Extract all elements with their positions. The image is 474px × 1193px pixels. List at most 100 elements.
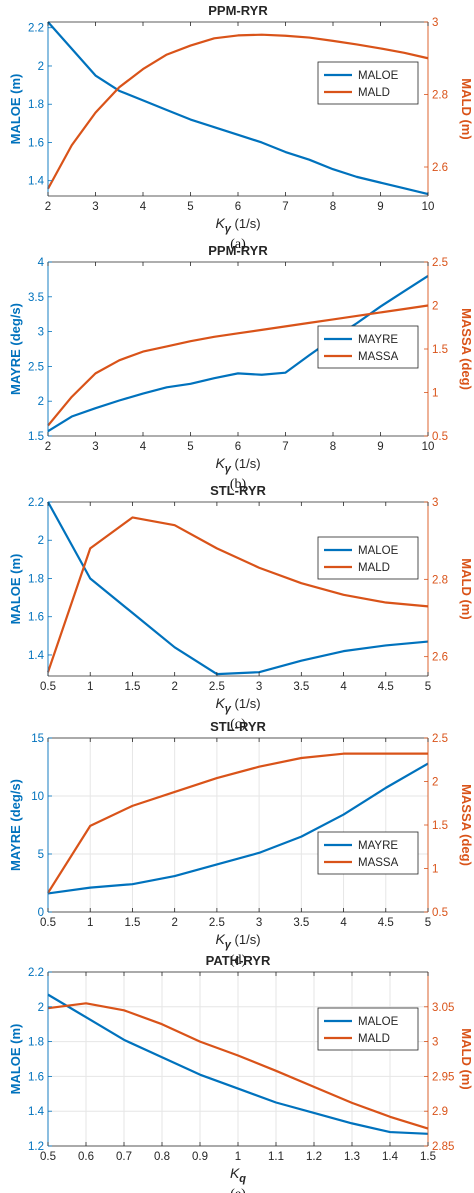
x-tick-label: 2 [171, 917, 177, 929]
y-right-tick-label: 3 [432, 17, 438, 29]
chart-title: PPM-RYR [208, 243, 268, 258]
series-line-maloe [47, 21, 429, 196]
y-right-tick-label: 2.6 [432, 162, 448, 174]
legend-box [317, 325, 419, 369]
x-tick-label: 5 [187, 441, 193, 453]
chart-e: PATH-RYR 0.5 0.6 0.7 0.8 0.9 1 1.1 1.2 1.3 1.4 1.5 1… [8, 953, 474, 1193]
legend: MALOE MALD [317, 61, 419, 105]
legend-box [317, 1007, 419, 1051]
x-tick-label: 2 [45, 201, 51, 213]
y-left-tick-label: 2 [38, 61, 44, 73]
y-right-tick-label: 1.5 [432, 820, 448, 832]
x-tick-label: 10 [422, 441, 435, 453]
x-tick-label: 5 [425, 681, 431, 693]
chart-title: STL-RYR [210, 719, 266, 734]
x-tick-label: 2.5 [209, 681, 225, 693]
y-right-axis-label: MASSA (deg) [459, 784, 474, 866]
y-right-tick-label: 2.8 [432, 574, 448, 586]
chart-title: PPM-RYR [208, 3, 268, 18]
x-tick-label: 4.5 [378, 681, 394, 693]
y-left-axis-label: MALOE (m) [8, 1024, 23, 1095]
y-left-tick-label: 3.5 [28, 292, 44, 304]
chart-title: STL-RYR [210, 483, 266, 498]
series-line-maloe [47, 993, 429, 1135]
series-line-maloe [47, 501, 429, 676]
y-left-axis-label: MALOE (m) [8, 554, 23, 625]
x-tick-label: 6 [235, 441, 241, 453]
legend-label-mald: MALD [358, 562, 390, 574]
legend: MAYRE MASSA [317, 325, 419, 369]
legend-box [317, 831, 419, 875]
x-axis-label: Kγ (1/s) [215, 455, 260, 475]
x-tick-label: 6 [235, 201, 241, 213]
y-left-tick-label: 1.5 [28, 431, 44, 443]
x-tick-label: 10 [422, 201, 435, 213]
legend: MALOE MALD [317, 1007, 419, 1051]
x-tick-label: 1 [87, 681, 93, 693]
legend-label-mald: MALD [358, 87, 390, 99]
y-left-tick-label: 2.2 [28, 23, 44, 35]
y-left-tick-label: 1.6 [28, 137, 44, 149]
legend: MALOE MALD [317, 536, 419, 580]
y-right-tick-label: 2.8 [432, 90, 448, 102]
x-tick-label: 0.6 [78, 1151, 94, 1163]
series-line-massa [47, 752, 428, 894]
x-tick-label: 9 [377, 441, 383, 453]
x-tick-label: 4 [140, 201, 147, 213]
y-left-tick-label: 1.8 [28, 99, 44, 111]
x-tick-label: 8 [330, 201, 336, 213]
y-left-tick-label: 4 [38, 257, 45, 269]
x-tick-label: 1 [235, 1151, 241, 1163]
y-left-tick-label: 2.5 [28, 361, 44, 373]
legend-label-massa: MASSA [358, 351, 399, 363]
x-tick-label: 1.1 [268, 1151, 284, 1163]
y-left-tick-label: 10 [31, 791, 44, 803]
y-left-tick-label: 1.4 [28, 650, 45, 662]
legend-label-mayre: MAYRE [358, 840, 398, 852]
x-tick-label: 9 [377, 201, 383, 213]
legend-label-massa: MASSA [358, 857, 399, 869]
y-right-tick-label: 2.95 [432, 1071, 454, 1083]
x-tick-label: 3 [92, 441, 98, 453]
y-left-tick-label: 1.8 [28, 573, 44, 585]
legend-label-mald: MALD [358, 1033, 390, 1045]
x-tick-label: 8 [330, 441, 336, 453]
x-tick-label: 0.9 [192, 1151, 208, 1163]
y-left-tick-label: 1.4 [28, 176, 45, 188]
y-right-tick-label: 1 [432, 388, 438, 400]
x-tick-label: 1.2 [306, 1151, 322, 1163]
x-tick-label: 3.5 [293, 917, 309, 929]
x-tick-label: 2.5 [209, 917, 225, 929]
x-axis-label: Kq [230, 1165, 246, 1185]
x-tick-label: 3 [256, 681, 262, 693]
x-tick-label: 0.5 [40, 917, 56, 929]
figure-caption: (a) [230, 237, 246, 252]
x-tick-label: 1.4 [382, 1151, 399, 1163]
series-line-mald [47, 1002, 429, 1130]
x-tick-label: 2 [45, 441, 51, 453]
y-right-axis-label: MASSA (deg) [459, 308, 474, 390]
x-tick-label: 4 [340, 681, 347, 693]
y-left-tick-label: 1.8 [28, 1037, 44, 1049]
figure-caption: (d) [230, 953, 247, 968]
x-tick-label: 1.5 [124, 917, 140, 929]
x-tick-label: 0.7 [116, 1151, 132, 1163]
x-tick-label: 1.5 [124, 681, 140, 693]
y-left-tick-label: 2 [38, 535, 44, 547]
chart-title: PATH-RYR [206, 953, 271, 968]
y-right-tick-label: 1 [432, 864, 438, 876]
y-left-tick-label: 1.6 [28, 612, 44, 624]
chart-d: STL-RYR 0.5 1 1.5 2 2.5 3 3.5 4 4.5 5 0 5 10 15 0.5 1 1.5… [8, 719, 474, 968]
y-left-axis-label: MALOE (m) [8, 74, 23, 145]
x-tick-label: 3 [92, 201, 98, 213]
series-line-mald [46, 516, 429, 673]
y-left-tick-label: 2.2 [28, 967, 44, 979]
x-tick-label: 2 [171, 681, 177, 693]
y-left-tick-label: 2.2 [28, 497, 44, 509]
y-right-tick-label: 3.05 [432, 1002, 454, 1014]
series-line-mald [47, 33, 429, 190]
y-left-tick-label: 3 [38, 327, 44, 339]
y-right-axis-label: MALD (m) [459, 78, 474, 139]
x-tick-label: 3 [256, 917, 262, 929]
